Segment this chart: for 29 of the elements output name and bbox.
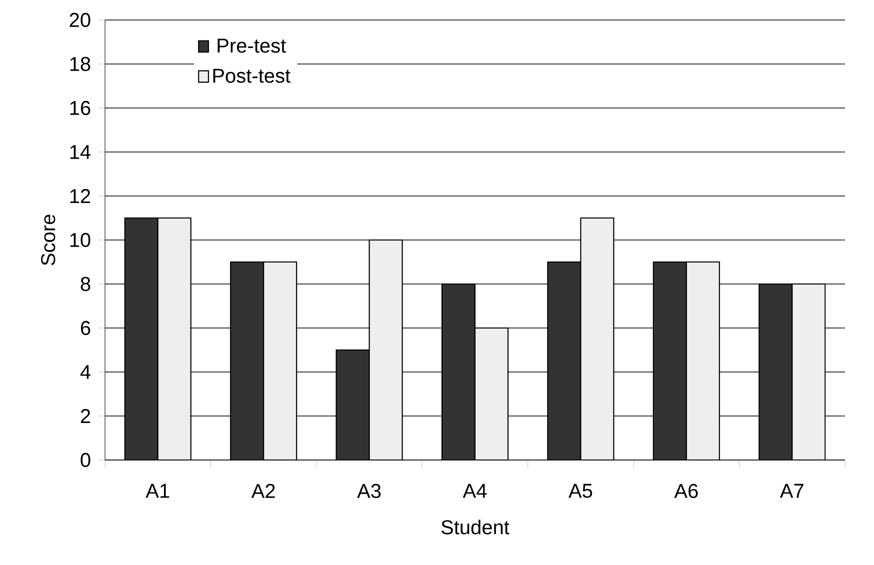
y-tick-label: 0: [80, 452, 90, 468]
y-tick-label: 10: [70, 232, 90, 248]
y-tick-label: 16: [70, 100, 90, 116]
bar: [230, 261, 264, 460]
x-tick-label: A4: [462, 484, 487, 498]
x-tick-label: A7: [780, 484, 804, 498]
y-tick-label: 6: [80, 320, 90, 336]
x-tick-label: A5: [568, 484, 592, 498]
bar: [124, 217, 158, 460]
y-tick-label: 2: [80, 409, 90, 423]
y-tick-label: 8: [80, 276, 90, 292]
y-tick-label: 14: [70, 145, 90, 159]
bar: [441, 283, 476, 460]
y-tick-label: 4: [80, 365, 90, 379]
bar: [547, 261, 582, 460]
bar: [758, 283, 793, 460]
bar: [652, 261, 687, 460]
x-tick-label: A1: [146, 484, 170, 498]
x-tick-label: A6: [674, 484, 698, 498]
y-tick-label: 18: [70, 56, 90, 72]
y-tick-label: 20: [70, 12, 90, 28]
y-tick-label: 12: [70, 189, 90, 203]
y-axis-title: Score: [41, 214, 56, 266]
x-tick-label: A3: [357, 484, 381, 498]
legend-label: Pre-test: [218, 38, 286, 53]
x-axis-title: Student: [441, 520, 510, 534]
legend-label: Post-test: [213, 68, 290, 83]
x-tick-label: A2: [251, 484, 275, 498]
bar: [336, 349, 370, 460]
